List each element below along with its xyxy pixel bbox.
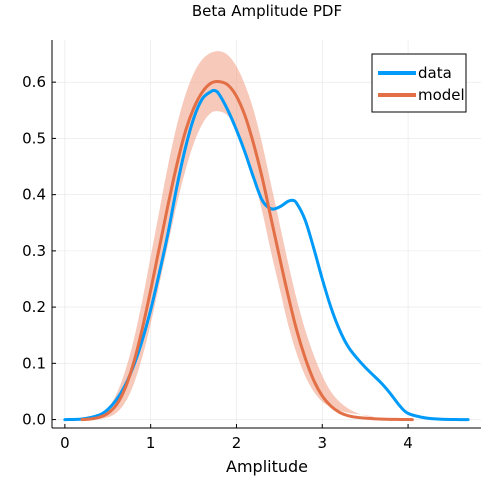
y-tick-label-4: 0.4 <box>22 186 46 204</box>
legend-label-model: model <box>418 86 465 104</box>
axes <box>51 40 481 429</box>
series-line-model <box>80 80 414 422</box>
series-line-data <box>63 88 470 422</box>
chart-title: Beta Amplitude PDF <box>192 2 342 20</box>
series-band-model <box>90 51 374 420</box>
legend: data model <box>371 53 467 113</box>
tick-labels: 0 1 2 3 4 0.0 0.1 0.2 0.3 0.4 0.5 0.6 <box>22 73 413 452</box>
x-tick-label-4: 4 <box>403 434 413 452</box>
x-tick-label-0: 0 <box>60 434 70 452</box>
y-tick-label-0: 0.0 <box>22 411 46 429</box>
x-tick-label-1: 1 <box>146 434 156 452</box>
x-tick-label-2: 2 <box>232 434 242 452</box>
legend-box <box>371 53 467 113</box>
series-layer <box>63 80 470 422</box>
y-tick-label-5: 0.5 <box>22 129 46 147</box>
y-tick-label-6: 0.6 <box>22 73 46 91</box>
y-tick-label-2: 0.2 <box>22 298 46 316</box>
y-tick-label-3: 0.3 <box>22 242 46 260</box>
legend-label-data: data <box>418 64 452 82</box>
x-tick-label-3: 3 <box>317 434 327 452</box>
confidence-band-layer <box>90 51 374 420</box>
y-tick-label-1: 0.1 <box>22 354 46 372</box>
x-axis-label: Amplitude <box>226 457 308 476</box>
